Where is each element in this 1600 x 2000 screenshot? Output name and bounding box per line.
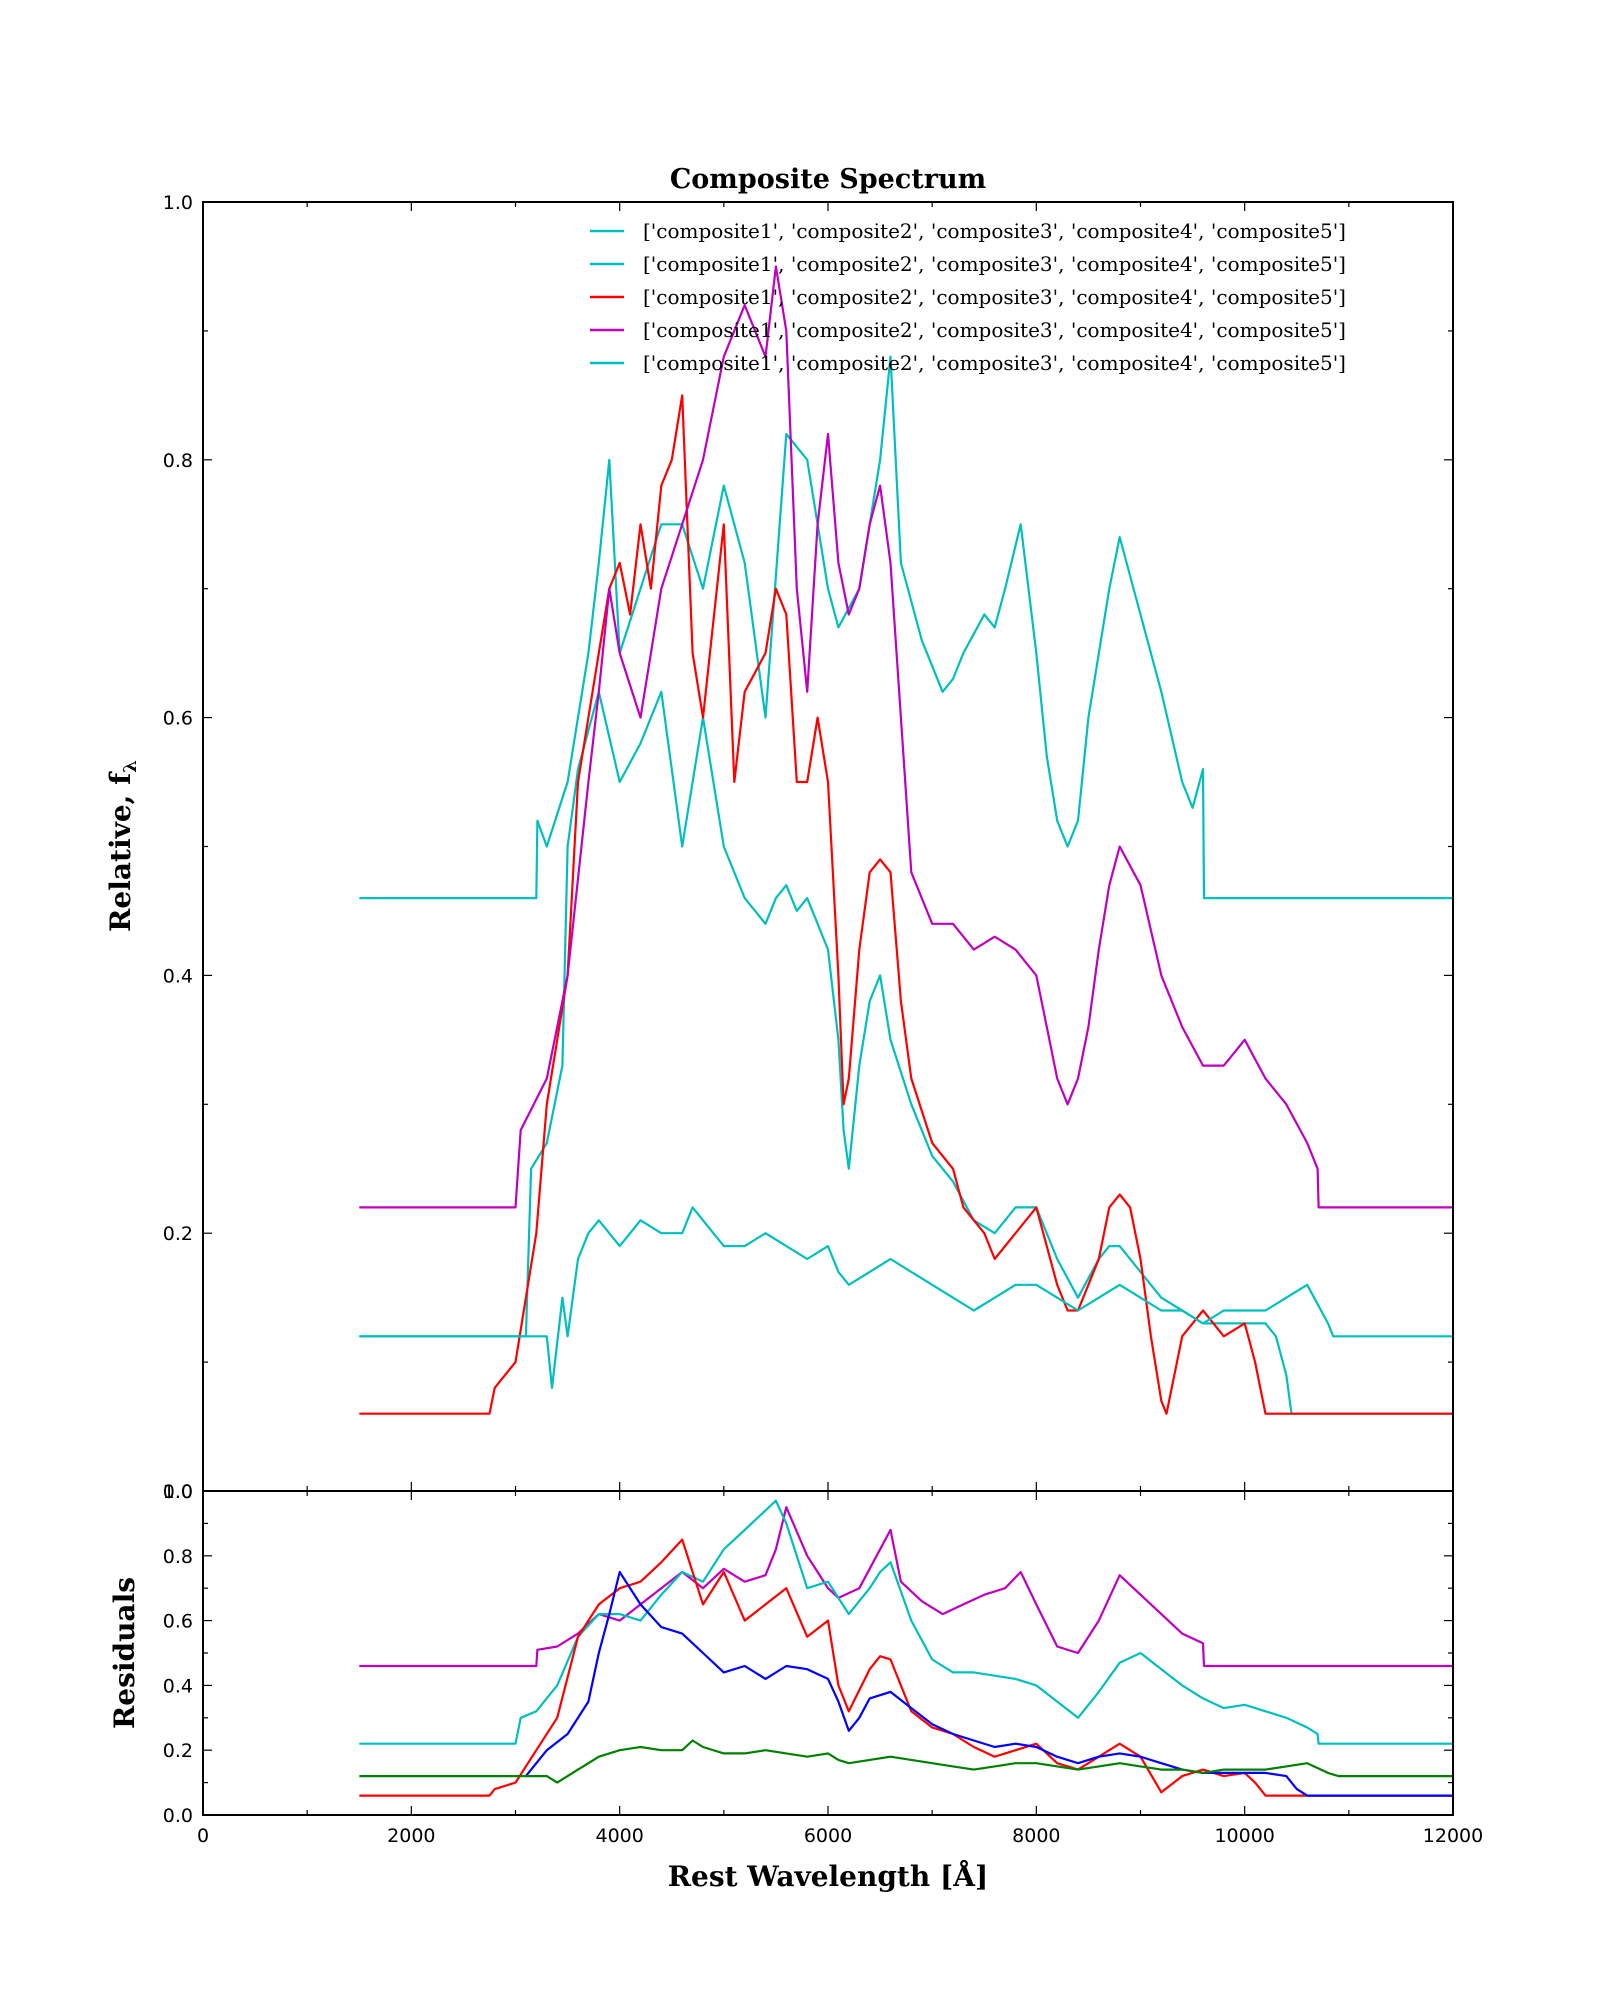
top-y-tick-label: 0.0 [163, 1481, 193, 1503]
top-y-tick-label: 0.8 [163, 450, 193, 472]
top-series-line-3 [359, 394, 1453, 1415]
bottom-series-line-1 [359, 1506, 1453, 1668]
top-ticks: 0.0 0.2 0.4 0.6 0.8 1.0 [163, 192, 1454, 1503]
bottom-series-line-4 [525, 1570, 1453, 1797]
bottom-y-tick-label: 0.4 [163, 1675, 193, 1697]
top-y-tick-label: 0.4 [163, 965, 193, 987]
x-tick-label: 8000 [1012, 1825, 1060, 1847]
bottom-series-line-3 [359, 1538, 1453, 1797]
bottom-plot-frame [202, 1490, 1454, 1816]
bottom-y-tick-label: 1.0 [163, 1481, 193, 1503]
x-tick-label: 6000 [804, 1825, 852, 1847]
top-y-axis-label-main: Relative, f [104, 771, 137, 932]
x-tick-label: 2000 [387, 1825, 435, 1847]
x-tick-label: 0 [197, 1825, 209, 1847]
legend-label-1: ['composite1', 'composite2', 'composite3… [643, 219, 1346, 243]
bottom-y-tick-label: 0.6 [163, 1611, 193, 1633]
bottom-y-tick-label: 0.2 [163, 1740, 193, 1762]
top-series-line-4 [359, 265, 1453, 1209]
bottom-panel: 0 2000 4000 6000 8000 10000 12000 0.0 0.2 0.4 0.6 0… [108, 1481, 1483, 1893]
x-tick-label: 4000 [595, 1825, 643, 1847]
bottom-ticks: 0 2000 4000 6000 8000 10000 12000 0.0 0.2 0.4 0.6 0… [163, 1481, 1483, 1847]
top-series-group [359, 265, 1453, 1415]
top-plot-frame [202, 201, 1454, 1492]
top-y-axis-label: Relative, fλ [104, 760, 141, 932]
top-y-tick-label: 0.2 [163, 1223, 193, 1245]
legend-label-2: ['composite1', 'composite2', 'composite3… [643, 252, 1346, 276]
chart-title: Composite Spectrum [670, 164, 986, 195]
top-series-line-1 [359, 355, 1453, 900]
x-tick-label: 10000 [1214, 1825, 1274, 1847]
bottom-series-line-2 [359, 1499, 1453, 1745]
bottom-y-tick-label: 0.8 [163, 1546, 193, 1568]
bottom-series-group [359, 1499, 1453, 1797]
top-y-tick-label: 0.6 [163, 708, 193, 730]
x-axis-label: Rest Wavelength [Å] [668, 1859, 988, 1893]
x-tick-label: 12000 [1423, 1825, 1483, 1847]
top-series-line-5 [359, 1206, 1453, 1390]
bottom-y-tick-label: 0.0 [163, 1805, 193, 1827]
legend-label-4: ['composite1', 'composite2', 'composite3… [643, 318, 1346, 342]
bottom-y-axis-label: Residuals [108, 1577, 141, 1729]
top-y-tick-label: 1.0 [163, 192, 193, 214]
bottom-series-line-5 [359, 1739, 1453, 1784]
legend: ['composite1', 'composite2', 'composite3… [590, 219, 1346, 375]
top-y-axis-label-subscript: λ [120, 760, 141, 773]
legend-label-3: ['composite1', 'composite2', 'composite3… [643, 285, 1346, 309]
top-panel: Composite Spectrum 0.0 0.2 0.4 0.6 0.8 1.0 Re… [104, 164, 1454, 1503]
legend-label-5: ['composite1', 'composite2', 'composite3… [643, 351, 1346, 375]
